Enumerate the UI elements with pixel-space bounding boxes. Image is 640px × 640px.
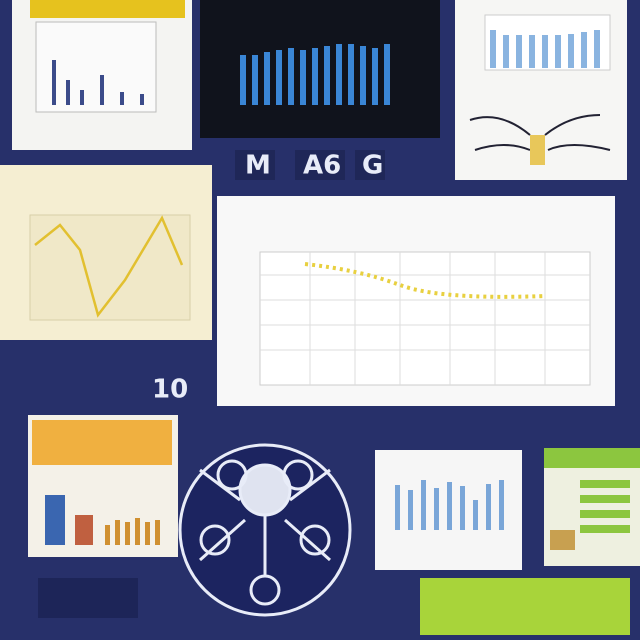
emblem xyxy=(178,443,352,617)
label: G xyxy=(362,151,383,181)
panel-top-center xyxy=(200,0,440,138)
label-row: M A6 G xyxy=(235,150,385,181)
panel-bottom-right xyxy=(544,448,640,566)
badge xyxy=(38,578,138,618)
panel-bottom-left xyxy=(28,415,178,557)
banner xyxy=(420,578,630,635)
panel-center-chart xyxy=(217,196,615,406)
panel-left-middle xyxy=(0,165,212,340)
label: M xyxy=(245,151,271,181)
panel-top-left xyxy=(12,0,192,150)
panel-top-right xyxy=(455,0,627,180)
label: 10 xyxy=(152,375,188,405)
panel-bottom-center xyxy=(375,450,522,570)
label: A6 xyxy=(303,151,341,181)
